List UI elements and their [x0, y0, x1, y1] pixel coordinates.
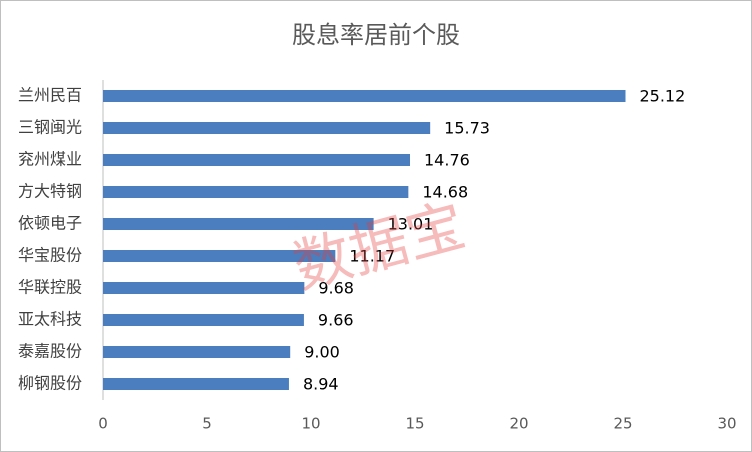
- chart-title: 股息率居前个股: [292, 21, 460, 49]
- value-label: 8.94: [303, 375, 339, 394]
- y-tick-label: 华宝股份: [18, 246, 82, 265]
- bar: [103, 154, 411, 166]
- y-tick-label: 兰州民百: [18, 86, 82, 105]
- x-tick-label: 0: [98, 415, 108, 433]
- x-tick-label: 30: [717, 415, 736, 433]
- value-label: 25.12: [639, 87, 685, 106]
- bar: [103, 346, 291, 358]
- y-tick-label: 华联控股: [18, 278, 82, 297]
- value-label: 9.68: [318, 279, 354, 298]
- y-tick-label: 兖州煤业: [18, 150, 82, 169]
- bar: [103, 250, 336, 262]
- value-label: 9.66: [318, 311, 354, 330]
- y-tick-label: 依顿电子: [18, 214, 82, 233]
- value-label: 14.68: [422, 183, 468, 202]
- x-tick-label: 5: [202, 415, 212, 433]
- x-tick-label: 20: [509, 415, 528, 433]
- x-tick-label: 25: [613, 415, 632, 433]
- y-tick-label: 方大特钢: [18, 182, 82, 201]
- y-tick-label: 泰嘉股份: [18, 342, 82, 361]
- bar: [103, 186, 409, 198]
- bar: [103, 218, 374, 230]
- x-tick-label: 10: [301, 415, 320, 433]
- bar: [103, 282, 305, 294]
- bar: [103, 378, 289, 390]
- y-tick-label: 亚太科技: [18, 310, 82, 329]
- value-label: 11.17: [349, 247, 395, 266]
- value-label: 15.73: [444, 119, 490, 138]
- bar: [103, 314, 304, 326]
- y-tick-label: 柳钢股份: [18, 374, 82, 393]
- x-tick-label: 15: [405, 415, 424, 433]
- y-tick-label: 三钢闽光: [18, 118, 82, 137]
- bar: [103, 122, 431, 134]
- value-label: 13.01: [388, 215, 434, 234]
- bar: [103, 90, 626, 102]
- value-label: 14.76: [424, 151, 470, 170]
- value-label: 9.00: [304, 343, 340, 362]
